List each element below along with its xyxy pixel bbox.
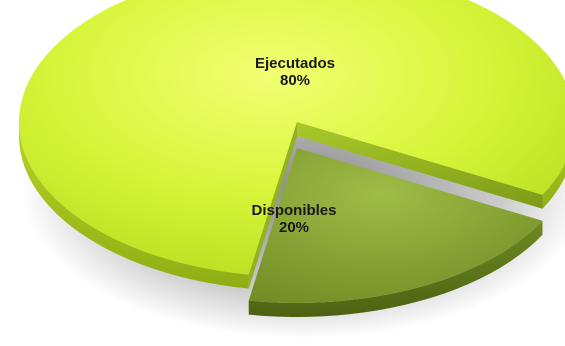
slice-tops <box>19 0 565 303</box>
slice-value-ejecutados: 80% <box>280 72 310 89</box>
slice-value-disponibles: 20% <box>279 219 309 236</box>
slice-side-ejecutados <box>542 163 565 209</box>
slice-side-ejecutados <box>19 122 249 289</box>
slice-label-disponibles: Disponibles <box>251 202 336 219</box>
slice-walls <box>248 122 543 289</box>
slice-disponibles <box>248 148 543 303</box>
slice-sides <box>19 122 565 317</box>
slice-label-ejecutados: Ejecutados <box>255 55 335 72</box>
slice-wall-ejecutados <box>248 122 297 289</box>
slice-side-disponibles <box>248 220 543 317</box>
slice-ejecutados <box>19 0 565 275</box>
slice-wall-ejecutados <box>297 122 543 209</box>
